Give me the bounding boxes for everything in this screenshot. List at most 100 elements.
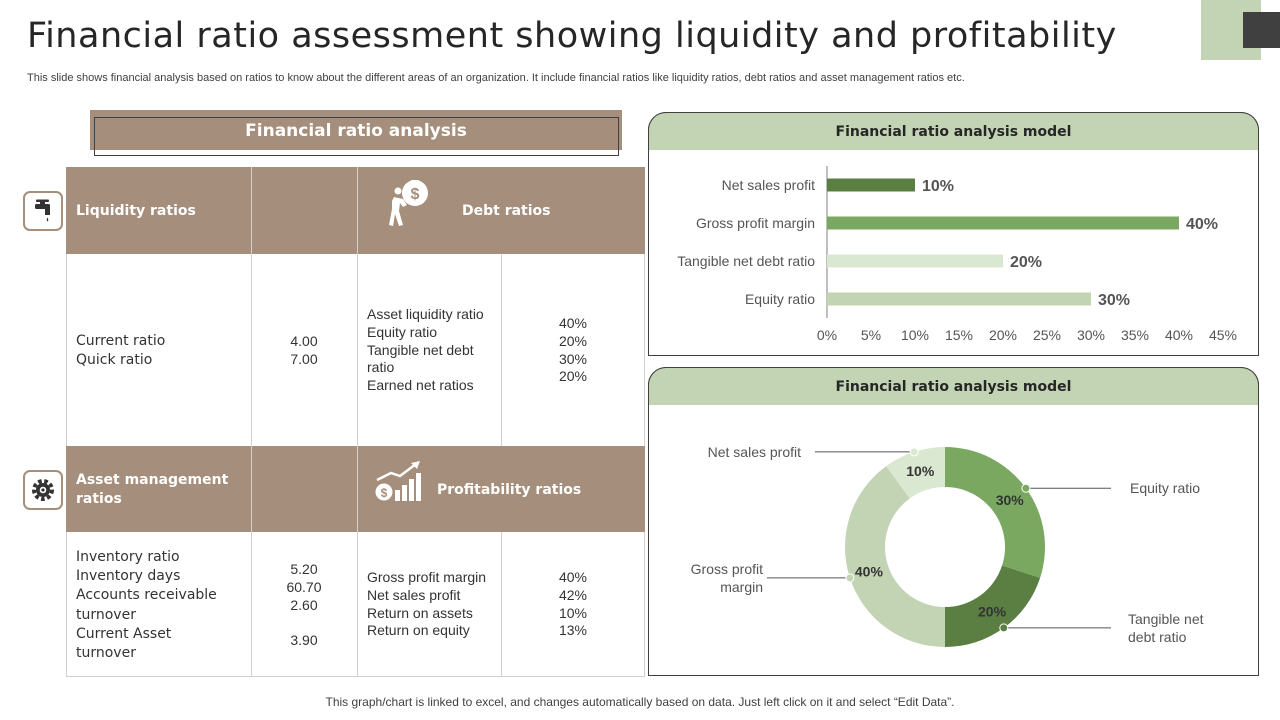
- list-item: Asset liquidity ratio: [367, 306, 484, 322]
- x-tick-label: 40%: [1165, 327, 1193, 343]
- donut-value-label: 30%: [996, 492, 1025, 508]
- donut-category-label: Net sales profit: [708, 444, 801, 460]
- x-tick-label: 25%: [1033, 327, 1061, 343]
- value: 4.00: [290, 333, 318, 349]
- x-tick-label: 0%: [817, 327, 837, 343]
- list-item: Earned net ratios: [367, 377, 474, 394]
- list-item: Net sales profit: [367, 586, 461, 603]
- divider: [357, 446, 358, 532]
- analysis-title-outline: [94, 117, 619, 156]
- profitability-values: 40% 42% 10% 13%: [504, 569, 642, 640]
- list-item: Return on assets: [367, 604, 473, 621]
- liquidity-values: 4.00 7.00: [254, 333, 354, 369]
- gear-icon: [23, 470, 63, 510]
- divider: [357, 532, 358, 677]
- divider: [251, 446, 252, 532]
- page-title: Financial ratio assessment showing liqui…: [27, 16, 1117, 56]
- list-item: turnover: [76, 606, 136, 623]
- divider: [357, 167, 358, 254]
- debt-values: 40% 20% 30% 20%: [504, 315, 642, 386]
- analysis-title: Financial ratio analysis: [245, 121, 467, 141]
- asset-management-items: Inventory ratio Inventory days Accounts …: [76, 548, 217, 663]
- liquidity-ratios-header: Liquidity ratios: [76, 203, 196, 219]
- donut-chart-panel-header: [648, 367, 1259, 405]
- donut-chart: 30% 20% 40% 10% Equity ratio Tangible net debt…: [691, 444, 1204, 647]
- divider: [251, 167, 252, 254]
- value: 42%: [558, 586, 588, 603]
- list-item: turnover: [76, 645, 136, 662]
- donut-slice: [945, 565, 1041, 647]
- profitability-ratios-header: Profitability ratios: [437, 482, 582, 498]
- donut-category-label: Gross profit: [691, 561, 763, 577]
- donut-category-label: Equity ratio: [1130, 480, 1200, 496]
- growth-chart-icon: $: [374, 460, 424, 507]
- list-item: Current Asset: [76, 625, 172, 642]
- value: 10%: [558, 604, 588, 621]
- bar-chart-panel: [648, 112, 1259, 356]
- bar-chart: Net sales profit 10% Gross profit margin 40…: [677, 166, 1237, 343]
- value: 2.60: [290, 596, 318, 613]
- profitability-items: Gross profit margin Net sales profit Ret…: [367, 569, 486, 640]
- list-item: Current ratio: [76, 333, 166, 349]
- list-item: Accounts receivable: [76, 587, 217, 604]
- x-tick-label: 45%: [1209, 327, 1237, 343]
- value: 20%: [558, 332, 588, 349]
- donut-value-label: 40%: [855, 564, 884, 580]
- leader-dot: [909, 447, 919, 457]
- value: 20%: [558, 368, 588, 385]
- leader-dot: [845, 573, 855, 583]
- divider: [501, 532, 502, 677]
- bar-category-label: Tangible net debt ratio: [677, 253, 815, 269]
- bar-chart-title: Financial ratio analysis model: [835, 124, 1072, 140]
- donut-value-label: 10%: [906, 463, 935, 479]
- x-tick-label: 20%: [989, 327, 1017, 343]
- divider: [251, 254, 252, 446]
- bar-value-label: 40%: [1186, 216, 1218, 233]
- asset-management-values: 5.20 60.70 2.60 3.90: [254, 561, 354, 650]
- value: 5.20: [290, 561, 318, 577]
- list-item: Gross profit margin: [367, 569, 487, 585]
- asset-management-header: Asset management ratios: [76, 472, 229, 507]
- value: 30%: [558, 350, 588, 367]
- svg-text:$: $: [381, 486, 388, 500]
- donut-category-label: Tangible net: [1128, 611, 1204, 627]
- x-tick-label: 5%: [861, 327, 881, 343]
- list-item: Quick ratio: [76, 352, 153, 369]
- footer-note: This graph/chart is linked to excel, and…: [325, 695, 955, 709]
- x-tick-label: 15%: [945, 327, 973, 343]
- leader-dot: [1021, 483, 1031, 493]
- donut-slice: [886, 447, 945, 499]
- analysis-title-banner: [90, 110, 622, 150]
- donut-chart-title: Financial ratio analysis model: [835, 379, 1072, 395]
- moneybag-person-icon: $: [386, 177, 434, 234]
- value: 60.70: [286, 578, 322, 595]
- donut-value-label: 20%: [978, 604, 1007, 620]
- debt-ratios-header: Debt ratios: [462, 203, 551, 219]
- leader-dot: [999, 623, 1009, 633]
- list-item: Inventory ratio: [76, 549, 180, 565]
- bar-value-label: 20%: [1010, 254, 1042, 271]
- bar: [827, 292, 1091, 306]
- bar-category-label: Equity ratio: [745, 291, 815, 307]
- donut-slice: [945, 447, 1045, 578]
- svg-text:$: $: [411, 186, 420, 203]
- divider: [357, 254, 358, 446]
- debt-items: Asset liquidity ratio Equity ratio Tangi…: [367, 306, 484, 395]
- value: 13%: [558, 622, 588, 639]
- value: 40%: [558, 569, 588, 585]
- donut-slice: [845, 466, 945, 647]
- value: 7.00: [290, 350, 318, 367]
- page-subtitle: This slide shows financial analysis base…: [27, 72, 965, 84]
- bar-value-label: 10%: [922, 178, 954, 195]
- value: 3.90: [290, 632, 318, 649]
- bar: [827, 254, 1003, 268]
- bar-category-label: Gross profit margin: [696, 215, 815, 231]
- divider: [251, 532, 252, 677]
- divider: [501, 254, 502, 446]
- list-item: Inventory days: [76, 568, 181, 585]
- donut-category-label: debt ratio: [1128, 629, 1187, 645]
- x-tick-label: 10%: [901, 327, 929, 343]
- list-item: ratio: [367, 359, 395, 376]
- list-item: Return on equity: [367, 622, 470, 639]
- table-band-top: [66, 167, 645, 254]
